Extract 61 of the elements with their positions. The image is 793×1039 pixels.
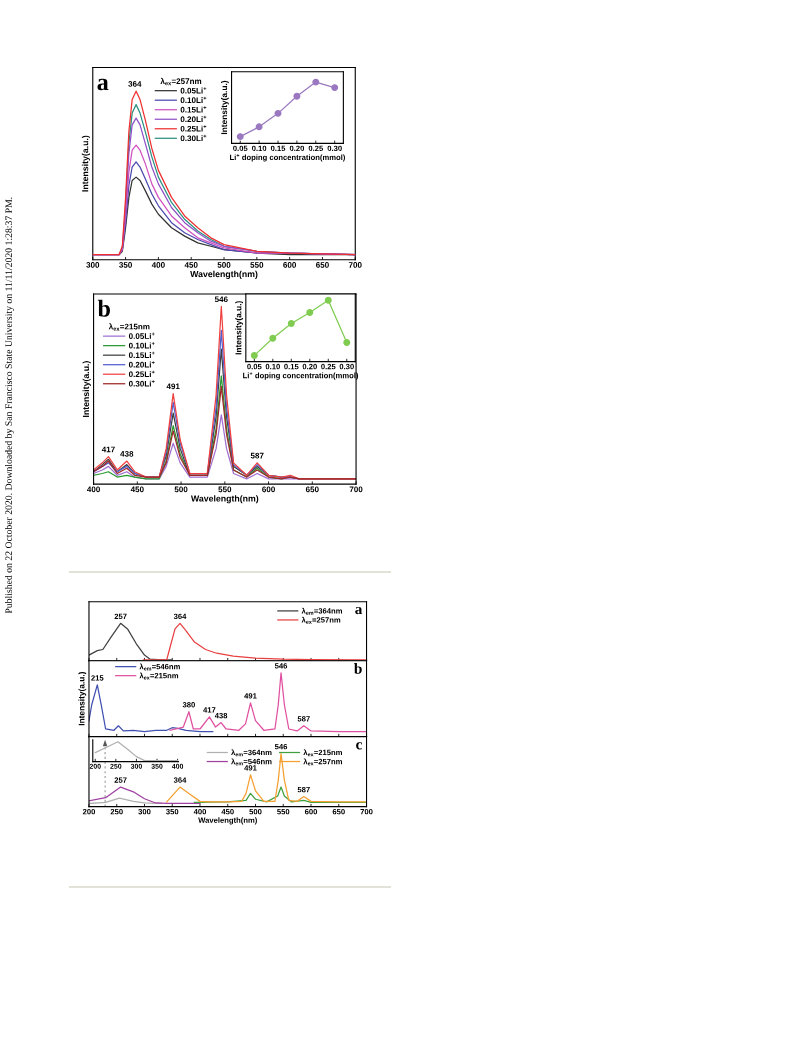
legend-label: 0.15Li$^{+}$ (180, 106, 207, 113)
x-tick-label: 400 (151, 262, 165, 268)
x-tick-label: 450 (130, 486, 144, 493)
x-tick-label: 300 (86, 262, 100, 268)
x-tick-label: 600 (283, 262, 297, 268)
point (287, 320, 295, 327)
x-tick-label: 450 (184, 262, 198, 268)
x-tick-label: 550 (250, 262, 264, 268)
legend-label: 0.30Li$^{+}$ (128, 380, 155, 387)
point (331, 84, 339, 92)
x-tick-label: 500 (217, 262, 231, 268)
x-axis-title: Wavelength(nm) (190, 270, 258, 279)
annotation: 491 (166, 383, 180, 390)
annotation: 417 (101, 446, 115, 453)
point (306, 308, 314, 316)
legend-label: 0.20Li$^{+}$ (128, 361, 155, 368)
legend-title: λ$_{ex}$=257nm (160, 77, 202, 86)
legend-label: 0.10Li$^{+}$ (180, 96, 207, 104)
point (236, 133, 244, 141)
point (293, 92, 301, 100)
annotation: 546 (214, 296, 228, 303)
legend-label: 0.25Li$^{+}$ (180, 125, 207, 132)
annotation: b (354, 662, 362, 674)
annotation: 364 (128, 81, 142, 87)
point (255, 123, 263, 131)
y-axis-title: Intensity(a.u.) (235, 301, 244, 355)
x-tick-label: 400 (86, 486, 100, 493)
legend-label: 0.05Li$^{+}$ (180, 87, 207, 94)
point (250, 351, 258, 359)
y-axis-title: Intensity(a.u.) (221, 80, 229, 135)
legend-label: 0.30Li$^{+}$ (180, 134, 207, 142)
legend-title: λ$_{ex}$=215nm (108, 323, 150, 331)
x-tick-label: 700 (348, 262, 362, 268)
text: a (355, 606, 363, 615)
y-axis-title: Intensity(a.u.) (78, 672, 87, 726)
legend-label: 0.10Li$^{+}$ (128, 342, 155, 349)
annotation: 587 (250, 452, 264, 459)
point (269, 334, 277, 342)
point (324, 296, 332, 304)
x-tick-label: 550 (218, 486, 232, 493)
text: Published on 22 October 2020. Downloaded by San Francisco State University on 11/11/2020 1:28:37 PM. (5, 197, 14, 614)
point (312, 78, 320, 86)
text: c (356, 742, 362, 750)
annotation: b (97, 299, 110, 317)
point (343, 339, 351, 347)
legend-label: 0.05Li$^{+}$ (128, 332, 155, 339)
annotation: 438 (120, 451, 134, 457)
x-tick-label: 650 (305, 486, 319, 493)
legend-label: 0.15Li$^{+}$ (128, 351, 155, 358)
text: a (97, 78, 109, 91)
x-tick-label: 350 (119, 262, 132, 268)
legend-label: 0.20Li$^{+}$ (180, 115, 207, 123)
point (274, 109, 282, 117)
y-axis-title: Intensity(a.u.) (82, 361, 91, 417)
x-tick-label: 650 (316, 262, 329, 268)
x-tick-label: 600 (262, 486, 275, 493)
x-tick-label: 700 (349, 486, 363, 493)
y-axis-title: Intensity(a.u.) (81, 135, 90, 192)
legend-label: 0.25Li$^{+}$ (128, 370, 155, 378)
x-axis-title: Wavelength(nm) (190, 495, 259, 504)
x-tick-label: 500 (174, 486, 188, 493)
